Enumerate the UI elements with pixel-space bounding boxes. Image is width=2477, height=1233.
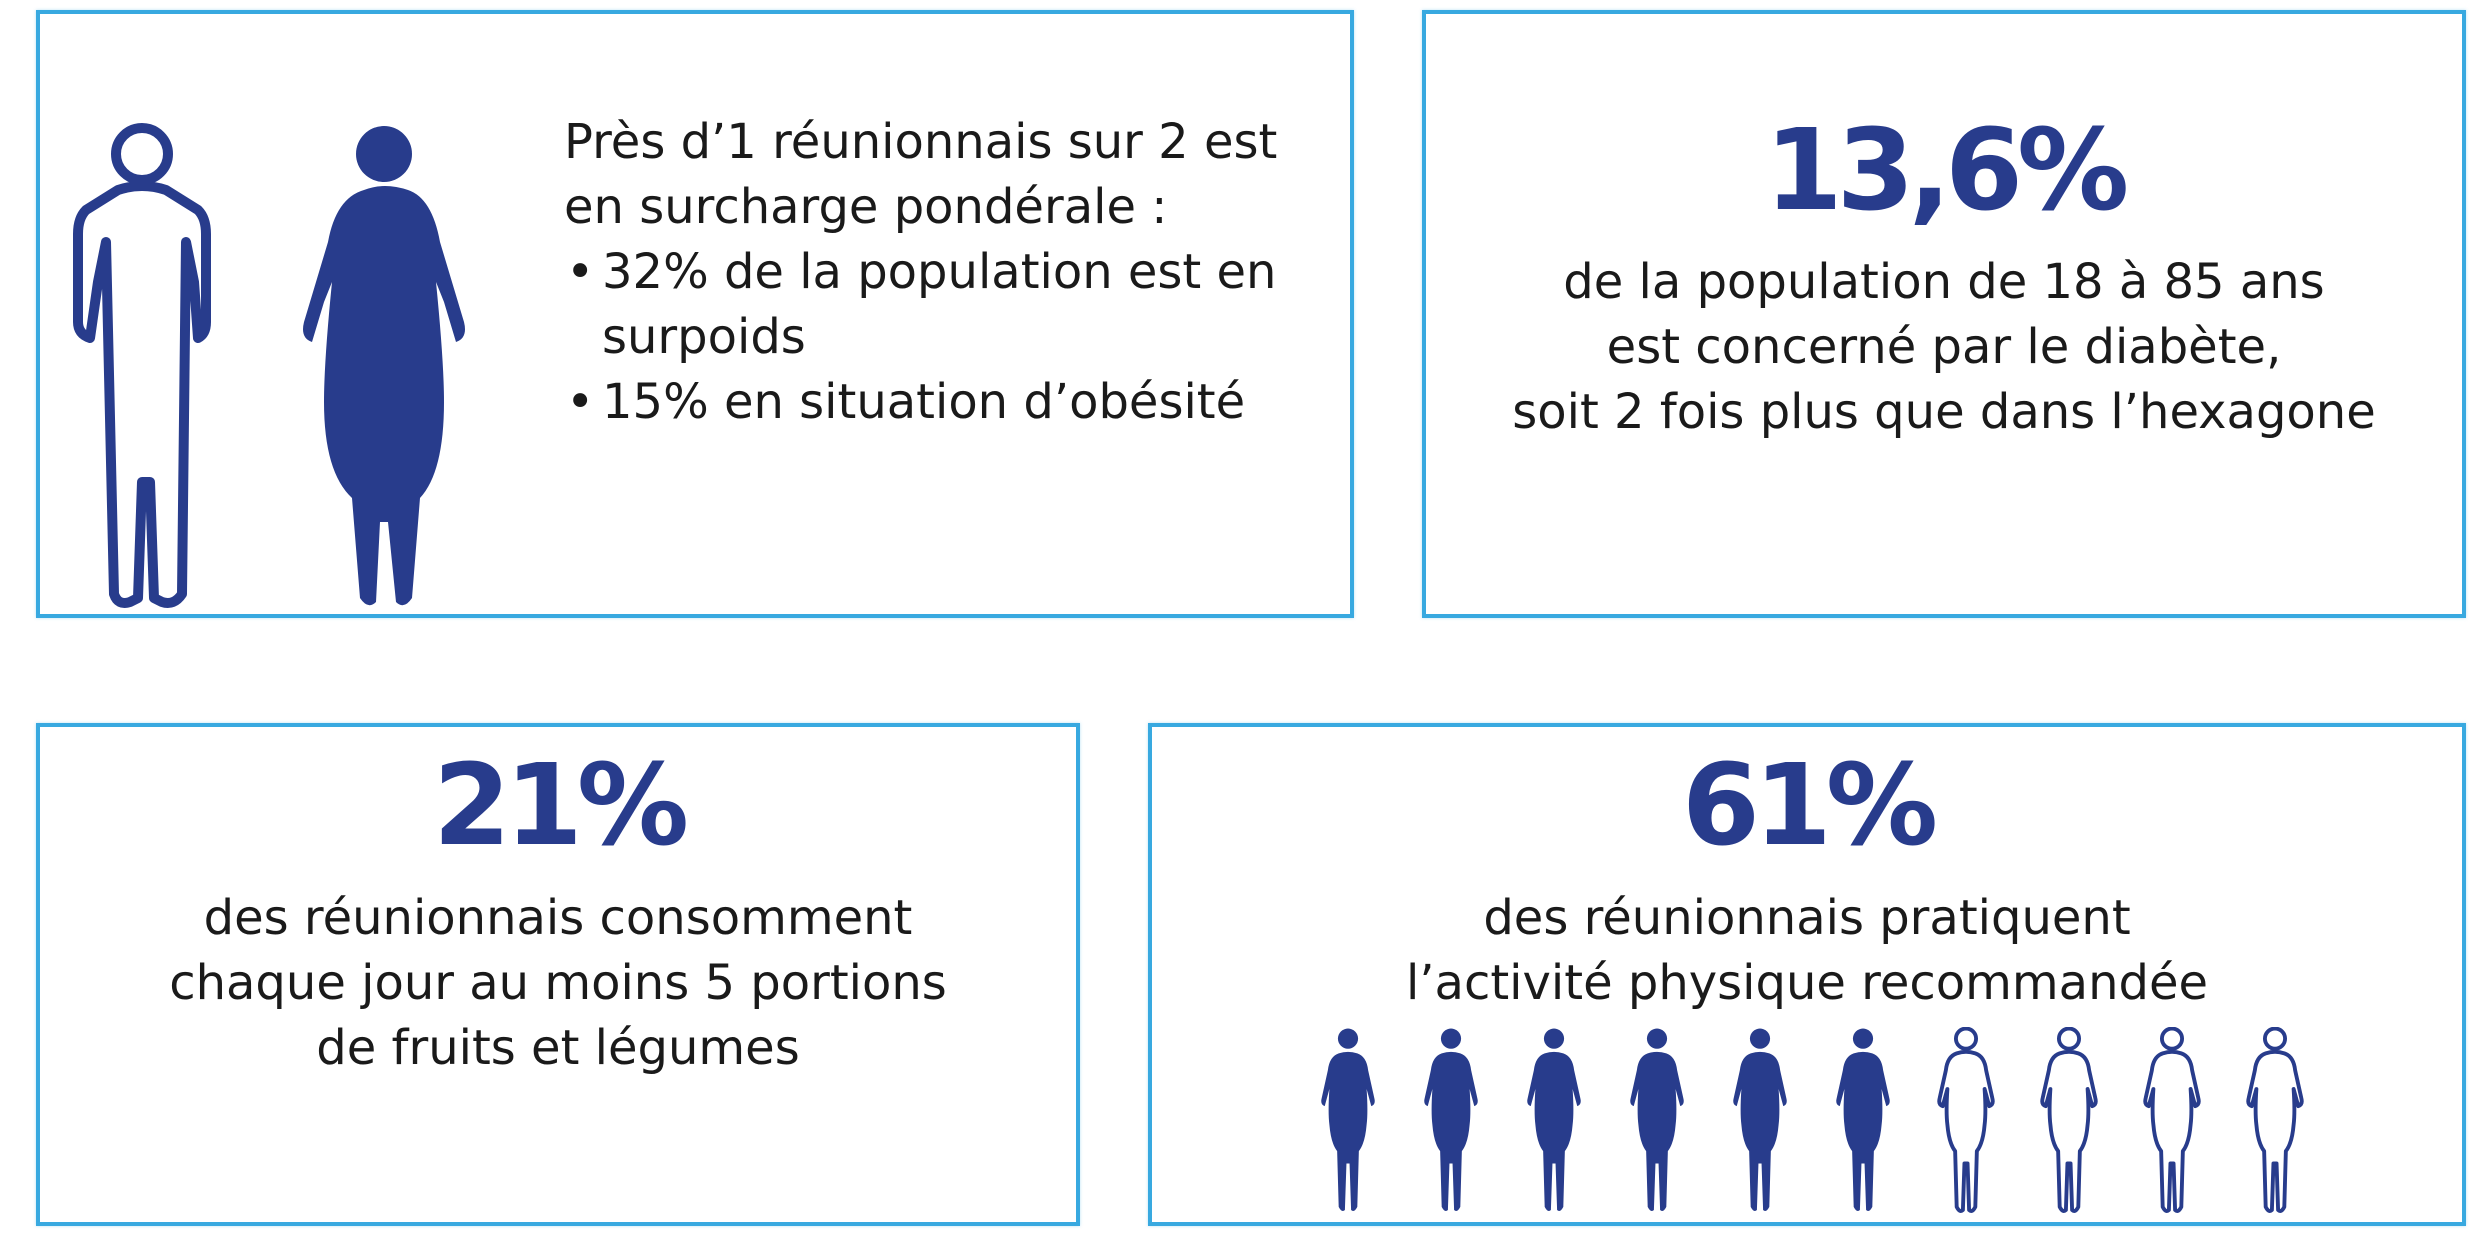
diabetes-line: est concerné par le diabète, <box>1606 319 2282 375</box>
diabetes-line: de la population de 18 à 85 ans <box>1563 254 2325 310</box>
person-filled-icon <box>1321 1028 1375 1212</box>
overweight-line-1: Près d’1 réunionnais sur 2 est <box>564 114 1278 170</box>
diabetes-value: 13,6% <box>1764 106 2130 236</box>
activity-description: des réunionnais pratiquent l’activité ph… <box>1152 886 2462 1016</box>
person-filled-icon <box>1424 1028 1478 1212</box>
person-outline-icon <box>2246 1027 2304 1213</box>
fruits-line: des réunionnais consomment <box>203 890 913 946</box>
person-outline-icon <box>2040 1027 2098 1213</box>
overweight-card: Près d’1 réunionnais sur 2 est en surcha… <box>36 10 1354 618</box>
fruits-value: 21% <box>432 741 689 871</box>
activity-line: l’activité physique recommandée <box>1405 955 2209 1011</box>
person-filled-icon <box>1836 1028 1890 1212</box>
person-outline-icon <box>1937 1027 1995 1213</box>
person-filled-icon <box>1630 1028 1684 1212</box>
bullet-text: 32% de la population est en <box>602 244 1277 300</box>
bullet-marker: • <box>566 244 595 300</box>
overweight-bullet-list: • 32% de la population est en surpoids •… <box>564 240 1344 435</box>
diabetes-line: soit 2 fois plus que dans l’hexagone <box>1512 384 2376 440</box>
bullet-item: • 32% de la population est en surpoids <box>564 240 1344 370</box>
fruits-card: 21% des réunionnais consomment chaque jo… <box>36 723 1080 1226</box>
person-outline-icon <box>73 123 211 608</box>
person-filled-icon <box>1527 1028 1581 1212</box>
diabetes-description: de la population de 18 à 85 ans est conc… <box>1426 250 2462 445</box>
person-filled-icon <box>1733 1028 1787 1212</box>
bullet-text: 15% en situation d’obésité <box>602 374 1246 430</box>
overweight-line-2: en surcharge pondérale : <box>564 179 1168 235</box>
activity-value: 61% <box>1681 741 1938 871</box>
activity-line: des réunionnais pratiquent <box>1483 890 2131 946</box>
diabetes-card: 13,6% de la population de 18 à 85 ans es… <box>1422 10 2466 618</box>
activity-card: 61% des réunionnais pratiquent l’activit… <box>1148 723 2466 1226</box>
bullet-marker: • <box>566 374 595 430</box>
person-outline-icon <box>2143 1027 2201 1213</box>
fruits-line: chaque jour au moins 5 portions <box>169 955 947 1011</box>
bullet-item: • 15% en situation d’obésité <box>564 370 1344 435</box>
overweight-text: Près d’1 réunionnais sur 2 est en surcha… <box>564 110 1344 435</box>
people-pictogram-row <box>1308 1027 2338 1217</box>
person-filled-icon <box>303 126 465 606</box>
fruits-description: des réunionnais consomment chaque jour a… <box>40 886 1076 1081</box>
bullet-text: surpoids <box>602 309 806 365</box>
fruits-line: de fruits et légumes <box>316 1020 800 1076</box>
